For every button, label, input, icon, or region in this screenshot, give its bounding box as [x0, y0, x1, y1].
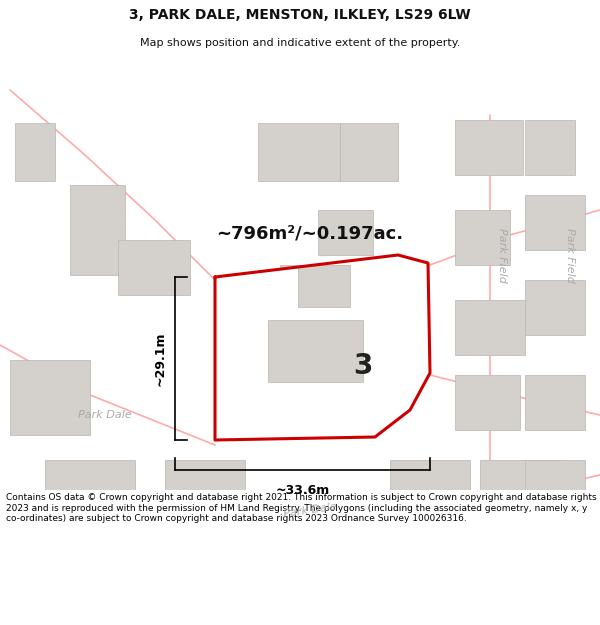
- Text: Park Field: Park Field: [565, 228, 575, 282]
- Text: Park Dale: Park Dale: [283, 501, 337, 519]
- Bar: [525, 280, 585, 335]
- Bar: [480, 460, 560, 540]
- Text: Park Field: Park Field: [497, 228, 507, 282]
- Bar: [15, 123, 55, 181]
- Bar: [298, 265, 350, 307]
- Bar: [525, 460, 585, 540]
- Bar: [280, 265, 332, 313]
- Bar: [258, 123, 340, 181]
- Text: ~29.1m: ~29.1m: [154, 331, 167, 386]
- Bar: [455, 210, 510, 265]
- Bar: [340, 123, 398, 181]
- Bar: [165, 460, 245, 540]
- Text: ~796m²/~0.197ac.: ~796m²/~0.197ac.: [217, 224, 404, 242]
- Polygon shape: [215, 255, 430, 440]
- Text: Map shows position and indicative extent of the property.: Map shows position and indicative extent…: [140, 38, 460, 48]
- Bar: [455, 120, 523, 175]
- Bar: [390, 460, 470, 540]
- Text: 3, PARK DALE, MENSTON, ILKLEY, LS29 6LW: 3, PARK DALE, MENSTON, ILKLEY, LS29 6LW: [129, 8, 471, 22]
- Bar: [318, 210, 373, 255]
- Bar: [45, 460, 135, 540]
- Bar: [455, 300, 525, 355]
- Bar: [268, 320, 363, 382]
- Bar: [70, 185, 125, 275]
- Bar: [525, 195, 585, 250]
- Text: ~33.6m: ~33.6m: [275, 484, 329, 497]
- Text: Contains OS data © Crown copyright and database right 2021. This information is : Contains OS data © Crown copyright and d…: [6, 493, 596, 523]
- Text: Park Dale: Park Dale: [78, 410, 132, 420]
- Bar: [525, 375, 585, 430]
- Bar: [10, 360, 90, 435]
- Bar: [455, 375, 520, 430]
- Text: 3: 3: [353, 352, 373, 380]
- Bar: [118, 240, 190, 295]
- Bar: [280, 320, 372, 382]
- Bar: [525, 120, 575, 175]
